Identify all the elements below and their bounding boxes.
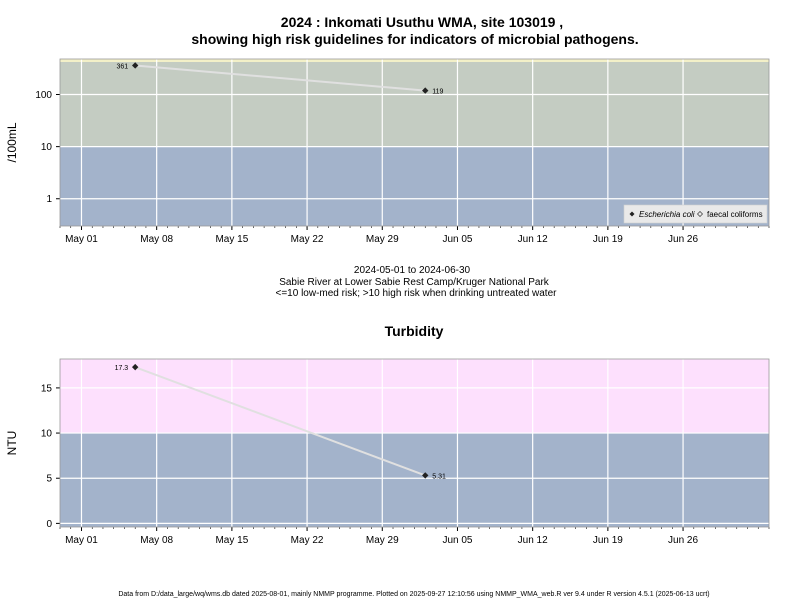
y-tick-label: 10 [41,142,53,153]
x-tick-label: May 01 [65,234,98,245]
x-tick-label: May 15 [215,234,248,245]
data-point [422,472,429,479]
series-line [134,366,426,477]
x-tick-label: May 15 [215,535,248,546]
location-text: Sabie River at Lower Sabie Rest Camp/Kru… [279,277,550,288]
risk-note-text: <=10 low-med risk; >10 high risk when dr… [276,288,558,299]
legend-entry-faecal: faecal coliforms [707,210,763,219]
x-tick-label: Jun 26 [668,535,698,546]
chart-title-line1: 2024 : Inkomati Usuthu WMA, site 103019 … [281,14,563,30]
data-label: 5.31 [432,473,446,480]
turbidity-title: Turbidity [385,323,444,339]
plot-frame [59,358,770,528]
legend-entry-ecoli: Escherichia coli [639,210,695,219]
chart-title-line2: showing high risk guidelines for indicat… [191,31,638,47]
plot-frame [59,58,770,227]
series-line [135,64,426,92]
x-tick-label: May 01 [65,535,98,546]
y-axis-label: NTU [5,431,19,456]
x-tick-label: May 29 [366,535,399,546]
x-tick-label: Jun 05 [442,234,472,245]
legend-marker-filled [629,211,635,217]
y-tick-label: 10 [41,429,53,440]
y-tick-label: 100 [35,90,52,101]
y-axis-label: /100mL [5,122,19,162]
x-tick-label: May 08 [140,535,173,546]
x-tick-label: Jun 26 [668,234,698,245]
x-tick-label: Jun 12 [518,234,548,245]
y-tick-label: 5 [46,474,52,485]
x-tick-label: Jun 19 [593,535,623,546]
legend-marker-open [697,211,703,217]
y-tick-label: 1 [46,194,52,205]
data-point [131,363,139,371]
low-risk-band [60,433,769,527]
data-point [131,62,139,69]
y-tick-label: 15 [41,383,53,394]
x-tick-label: May 22 [291,535,324,546]
data-point [422,87,429,94]
legend-box [623,204,768,224]
y-tick-label: 0 [46,519,52,530]
top-strip [60,59,769,62]
x-tick-label: May 08 [140,234,173,245]
legend: Escherichia coli faecal coliforms [623,204,768,224]
data-label: 119 [432,89,443,96]
x-tick-label: Jun 12 [518,535,548,546]
x-tick-label: May 29 [366,234,399,245]
data-label: 17.3 [115,365,129,372]
data-label: 361 [117,63,129,70]
x-tick-label: May 22 [291,234,324,245]
ecoli-panel: May 01 May 08 May 15 May 22 May 29 Jun 05 Jun … [5,58,770,245]
high-risk-band [60,359,769,434]
turbidity-panel: May 01 May 08 May 15 May 22 May 29 Jun 05 Jun … [5,358,770,546]
high-risk-band [60,59,769,147]
footer-note: Data from D:/data_large/wq/wms.db dated … [118,591,709,598]
x-tick-label: Jun 05 [442,535,472,546]
date-range-text: 2024-05-01 to 2024-06-30 [354,265,471,276]
x-tick-label: Jun 19 [593,234,623,245]
